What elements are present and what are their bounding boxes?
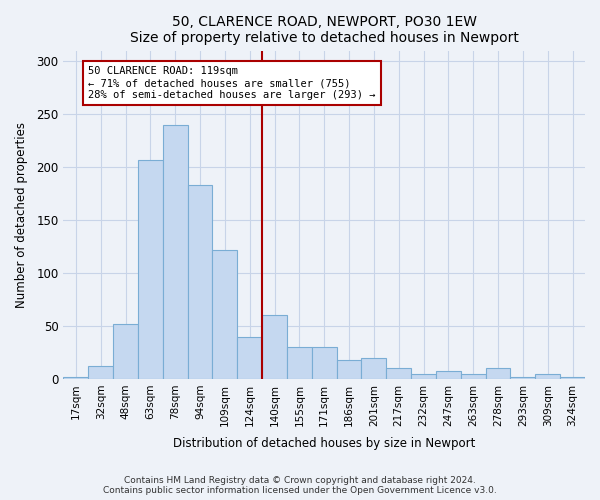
Bar bbox=[163, 124, 188, 379]
Bar bbox=[485, 368, 511, 379]
Bar bbox=[461, 374, 485, 379]
Bar bbox=[188, 185, 212, 379]
Text: Contains HM Land Registry data © Crown copyright and database right 2024.
Contai: Contains HM Land Registry data © Crown c… bbox=[103, 476, 497, 495]
Bar bbox=[312, 347, 337, 379]
Bar bbox=[361, 358, 386, 379]
Bar bbox=[88, 366, 113, 379]
Bar bbox=[386, 368, 411, 379]
Bar bbox=[64, 377, 88, 379]
X-axis label: Distribution of detached houses by size in Newport: Distribution of detached houses by size … bbox=[173, 437, 475, 450]
Bar bbox=[511, 377, 535, 379]
Bar bbox=[138, 160, 163, 379]
Text: 50 CLARENCE ROAD: 119sqm
← 71% of detached houses are smaller (755)
28% of semi-: 50 CLARENCE ROAD: 119sqm ← 71% of detach… bbox=[88, 66, 376, 100]
Bar bbox=[113, 324, 138, 379]
Bar bbox=[560, 377, 585, 379]
Bar bbox=[411, 374, 436, 379]
Bar bbox=[212, 250, 237, 379]
Bar bbox=[287, 347, 312, 379]
Y-axis label: Number of detached properties: Number of detached properties bbox=[15, 122, 28, 308]
Bar bbox=[337, 360, 361, 379]
Title: 50, CLARENCE ROAD, NEWPORT, PO30 1EW
Size of property relative to detached house: 50, CLARENCE ROAD, NEWPORT, PO30 1EW Siz… bbox=[130, 15, 518, 45]
Bar bbox=[237, 336, 262, 379]
Bar bbox=[262, 316, 287, 379]
Bar bbox=[436, 372, 461, 379]
Bar bbox=[535, 374, 560, 379]
